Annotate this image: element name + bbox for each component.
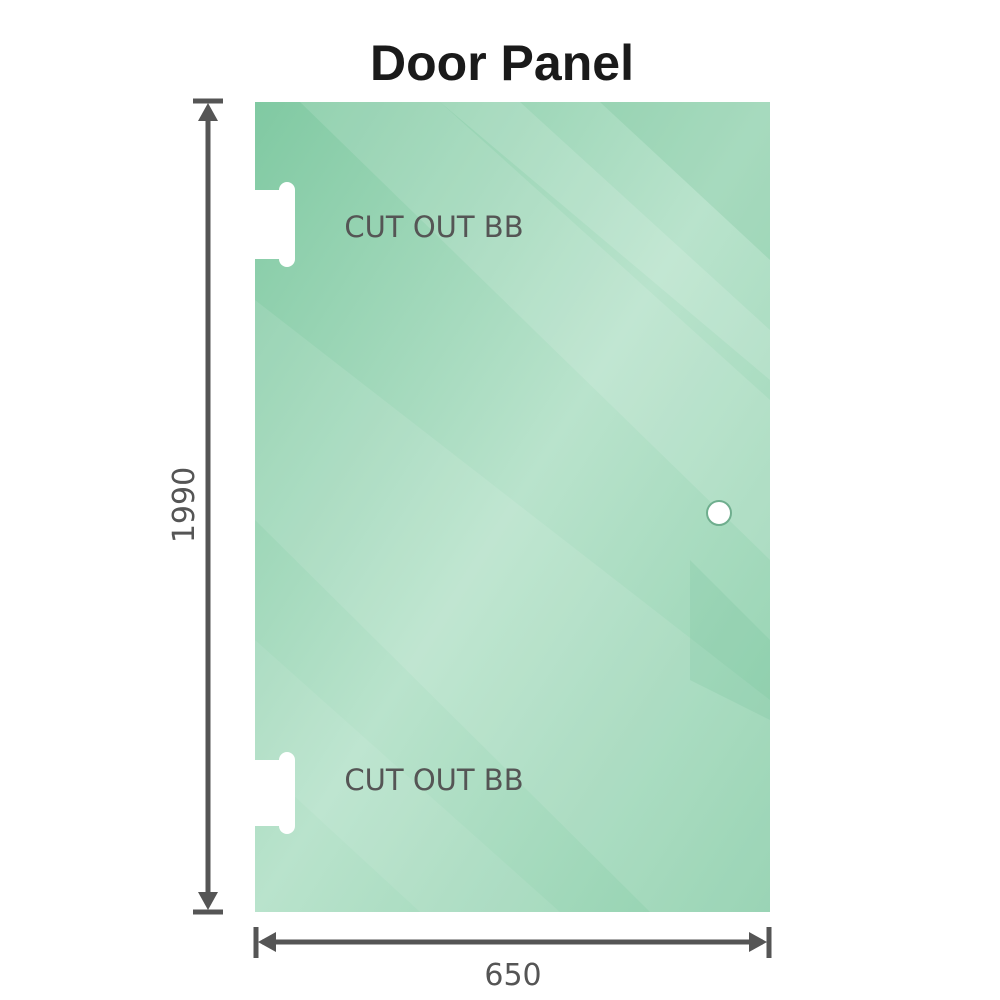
- height-dimension-line: [193, 98, 223, 915]
- width-label: 650: [484, 958, 541, 993]
- handle-hole: [706, 500, 732, 526]
- cutout-label-bottom: CUT OUT BB: [344, 763, 523, 797]
- width-dimension-line: [253, 927, 772, 958]
- cutout-notch-bottom: [253, 752, 295, 834]
- glass-panel: [253, 102, 770, 912]
- diagram-title: Door Panel: [370, 35, 634, 91]
- cutout-label-top: CUT OUT BB: [344, 210, 523, 244]
- cutout-notch-top: [253, 182, 295, 267]
- arrow-left-icon: [258, 932, 276, 952]
- arrow-down-icon: [198, 892, 218, 910]
- arrow-up-icon: [198, 103, 218, 121]
- height-label: 1990: [167, 467, 202, 543]
- glass-reflections: [255, 102, 770, 912]
- arrow-right-icon: [749, 932, 767, 952]
